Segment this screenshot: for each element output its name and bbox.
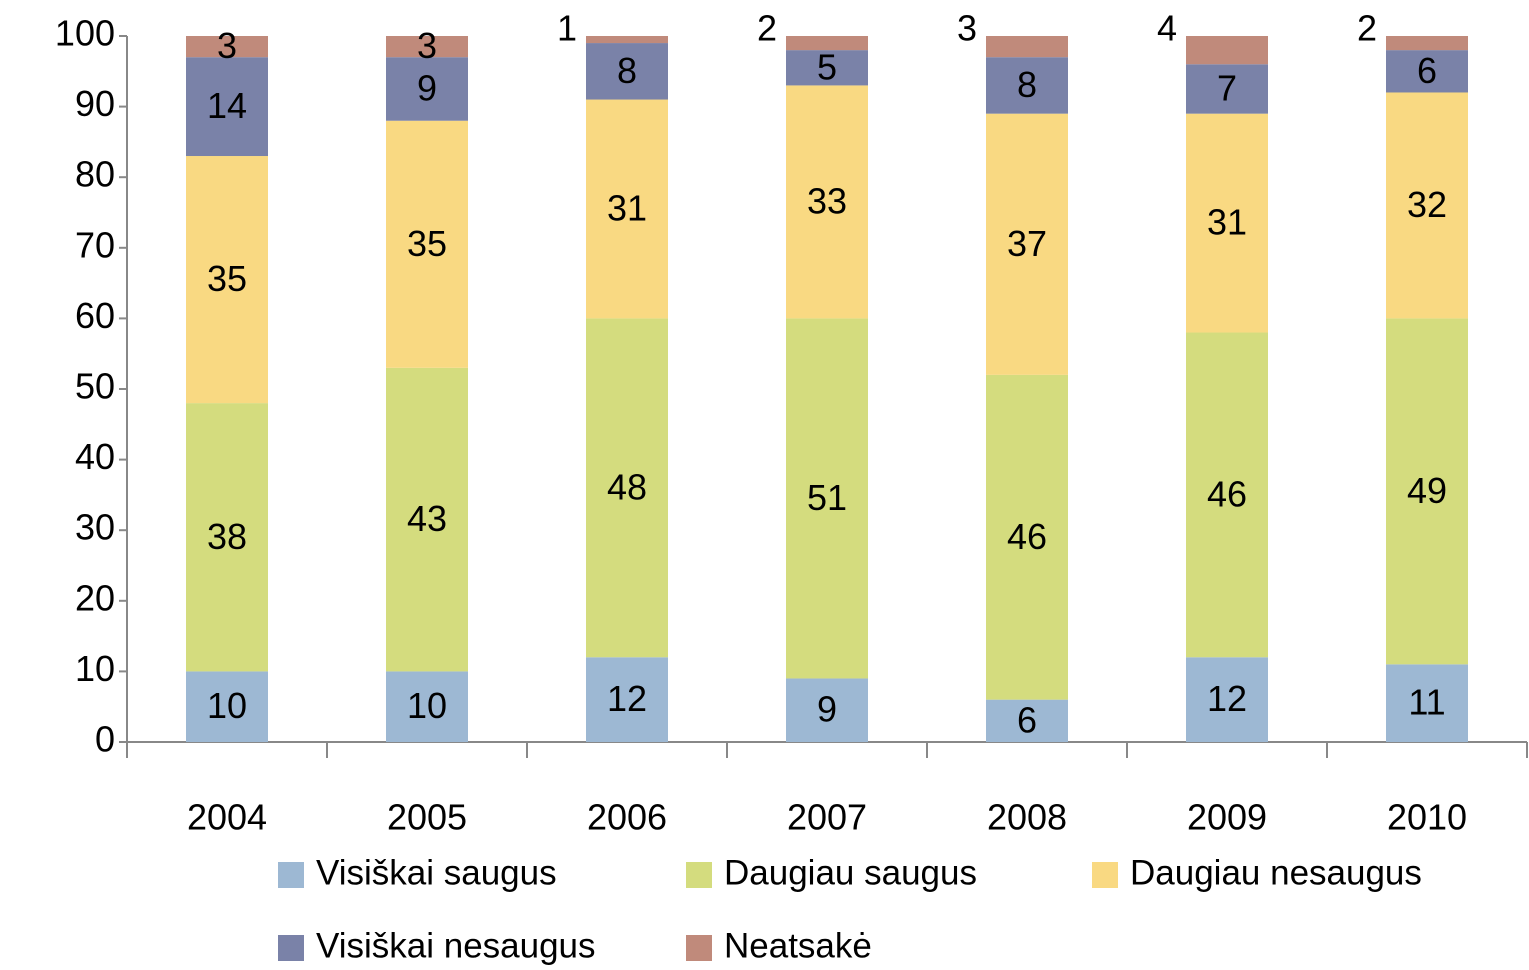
x-tick-label: 2007 bbox=[787, 797, 867, 838]
data-label: 35 bbox=[407, 223, 447, 264]
y-tick-label: 10 bbox=[75, 648, 115, 689]
x-tick-label: 2009 bbox=[1187, 797, 1267, 838]
bar-segment bbox=[1386, 36, 1468, 51]
bar-segment bbox=[986, 57, 1068, 114]
legend-label: Visiškai saugus bbox=[316, 853, 557, 892]
y-tick-label: 60 bbox=[75, 295, 115, 336]
data-label: 4 bbox=[1157, 8, 1177, 49]
legend-label: Daugiau saugus bbox=[724, 853, 977, 892]
data-label: 3 bbox=[217, 25, 237, 66]
data-label: 46 bbox=[1007, 516, 1047, 557]
bar-segment bbox=[386, 36, 468, 58]
bar-segment bbox=[786, 50, 868, 86]
bar-segment bbox=[786, 318, 868, 679]
data-label: 5 bbox=[817, 46, 837, 87]
data-label: 9 bbox=[817, 689, 837, 730]
data-label: 35 bbox=[207, 258, 247, 299]
bar-segment bbox=[1186, 332, 1268, 658]
bar-segment bbox=[1386, 318, 1468, 665]
bar-segment bbox=[186, 156, 268, 404]
bar-segment bbox=[1186, 64, 1268, 114]
data-label: 11 bbox=[1408, 682, 1445, 723]
data-label: 7 bbox=[1217, 67, 1237, 108]
bar-segment bbox=[586, 318, 668, 658]
data-label: 3 bbox=[957, 8, 977, 49]
bar-segment bbox=[786, 36, 868, 51]
bar-segment bbox=[186, 57, 268, 157]
bar-segment bbox=[1386, 92, 1468, 319]
bar-segment bbox=[1186, 113, 1268, 333]
data-label: 46 bbox=[1207, 473, 1247, 514]
legend-label: Visiškai nesaugus bbox=[316, 926, 596, 965]
bar-segment bbox=[186, 671, 268, 742]
x-tick-label: 2005 bbox=[387, 797, 467, 838]
bar-segment bbox=[786, 85, 868, 319]
legend-swatch bbox=[278, 935, 304, 961]
y-tick-label: 20 bbox=[75, 577, 115, 618]
bar-segment bbox=[1386, 50, 1468, 93]
bar-segment bbox=[1386, 664, 1468, 742]
bar-segment bbox=[986, 699, 1068, 742]
y-tick-label: 80 bbox=[75, 154, 115, 195]
data-label: 6 bbox=[1017, 699, 1037, 740]
y-tick-label: 70 bbox=[75, 224, 115, 265]
data-label: 8 bbox=[1017, 64, 1037, 105]
data-label: 10 bbox=[407, 685, 447, 726]
bar-segment bbox=[386, 57, 468, 121]
data-label: 10 bbox=[207, 685, 247, 726]
data-label: 14 bbox=[207, 85, 247, 126]
y-tick-label: 30 bbox=[75, 507, 115, 548]
bar-segment bbox=[586, 36, 668, 44]
data-label: 43 bbox=[407, 498, 447, 539]
bar-segment bbox=[186, 403, 268, 672]
data-label: 32 bbox=[1407, 184, 1447, 225]
data-label: 49 bbox=[1407, 470, 1447, 511]
x-tick-label: 2004 bbox=[187, 797, 267, 838]
legend-swatch bbox=[686, 935, 712, 961]
y-tick-label: 0 bbox=[95, 719, 115, 760]
data-label: 2 bbox=[757, 8, 777, 49]
legend-swatch bbox=[1092, 862, 1118, 888]
y-tick-label: 100 bbox=[55, 13, 115, 54]
data-label: 1 bbox=[557, 8, 577, 49]
bar-segment bbox=[986, 374, 1068, 700]
bar-segment bbox=[986, 36, 1068, 58]
data-label: 6 bbox=[1417, 50, 1437, 91]
bar-segment bbox=[386, 367, 468, 672]
bar-segment bbox=[586, 43, 668, 100]
y-tick-label: 90 bbox=[75, 83, 115, 124]
data-label: 38 bbox=[207, 516, 247, 557]
data-label: 2 bbox=[1357, 8, 1377, 49]
bar-segment bbox=[786, 678, 868, 742]
legend-label: Daugiau nesaugus bbox=[1130, 853, 1422, 892]
data-label: 31 bbox=[1207, 202, 1247, 243]
legend-swatch bbox=[686, 862, 712, 888]
data-label: 12 bbox=[1207, 678, 1247, 719]
x-tick-label: 2006 bbox=[587, 797, 667, 838]
bar-segment bbox=[386, 671, 468, 742]
data-label: 48 bbox=[607, 466, 647, 507]
data-label: 51 bbox=[807, 477, 847, 518]
bar-segment bbox=[386, 120, 468, 368]
bar-segment bbox=[186, 36, 268, 58]
x-tick-label: 2008 bbox=[987, 797, 1067, 838]
data-label: 33 bbox=[807, 180, 847, 221]
bar-segment bbox=[986, 113, 1068, 375]
bar-segment bbox=[586, 99, 668, 319]
x-tick-label: 2010 bbox=[1387, 797, 1467, 838]
data-label: 9 bbox=[417, 67, 437, 108]
y-tick-label: 50 bbox=[75, 366, 115, 407]
legend-label: Neatsakė bbox=[724, 926, 872, 965]
legend-swatch bbox=[278, 862, 304, 888]
data-label: 8 bbox=[617, 50, 637, 91]
data-label: 3 bbox=[417, 25, 437, 66]
data-label: 12 bbox=[607, 678, 647, 719]
data-label: 37 bbox=[1007, 223, 1047, 264]
y-tick-label: 40 bbox=[75, 436, 115, 477]
bar-segment bbox=[1186, 657, 1268, 742]
data-label: 31 bbox=[607, 187, 647, 228]
bar-segment bbox=[586, 657, 668, 742]
bar-segment bbox=[1186, 36, 1268, 65]
